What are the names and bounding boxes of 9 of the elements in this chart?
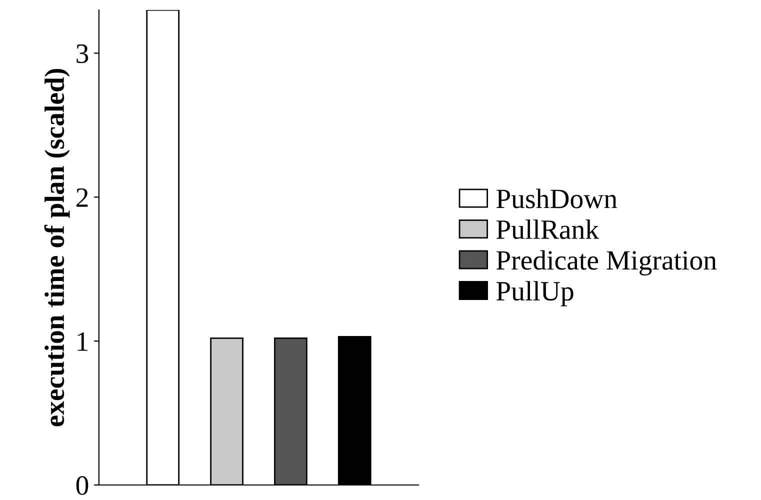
legend-label: PushDown xyxy=(496,188,618,208)
legend-label: PullUp xyxy=(496,281,574,306)
y-tick-label: 3 xyxy=(76,44,88,64)
y-tick-label: 1 xyxy=(78,332,88,351)
legend-label: Predicate Migration xyxy=(496,250,717,276)
y-tick-label: 0 xyxy=(76,476,88,495)
legend-label: PullRank xyxy=(496,219,600,240)
y-tick-label: 2 xyxy=(76,188,88,207)
y-axis-title: execution time of plan (scaled) xyxy=(44,68,70,426)
